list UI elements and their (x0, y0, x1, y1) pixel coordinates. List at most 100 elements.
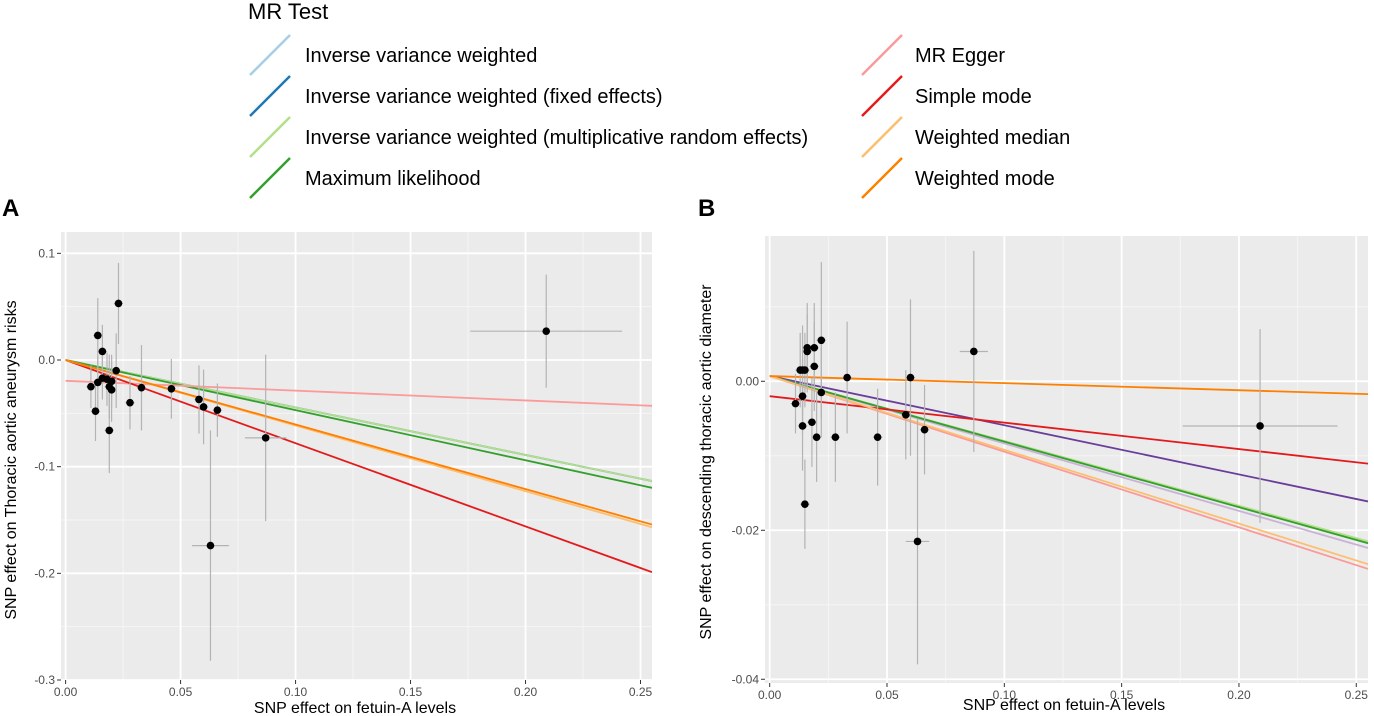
panel-b-point-15 (817, 388, 826, 397)
panel-b-xtick-label: 0.00 (758, 688, 782, 702)
panel-b-point-11 (810, 362, 819, 371)
legend-items: Inverse variance weighted Inverse varianc… (249, 34, 1070, 199)
panel-a-point-15 (137, 383, 146, 392)
panel-a-point-2 (91, 407, 100, 416)
legend-label-4: Maximum likelihood (305, 168, 481, 190)
panel-a-ytick-label: -0.1 (34, 460, 55, 474)
panel-a-xlabel: SNP effect on fetuin-A levels (254, 700, 456, 716)
panel-b-point-1 (791, 399, 800, 408)
panel-a-fit-line-4 (65, 359, 652, 489)
panel-a-point-16 (167, 385, 176, 393)
panel-a-points (86, 262, 623, 661)
panel-a-xtick-label: 0.00 (54, 685, 78, 699)
legend-key-8 (861, 157, 903, 199)
panel-a-point-5 (98, 347, 107, 356)
legend-label-8: Weighted mode (915, 168, 1055, 190)
panel-a-fit-line-6 (65, 359, 652, 574)
panel-b-point-7 (801, 500, 809, 509)
panel-a-point-14 (126, 398, 134, 407)
panel-b-xtick-label: 0.05 (875, 688, 899, 702)
panel-b-ylabel: SNP effect on descending thoracic aortic… (698, 284, 715, 640)
panel-b-point-24 (1256, 422, 1264, 430)
panel-b-fit-line-4 (769, 375, 1368, 545)
panel-b-fit-line-8 (769, 375, 1368, 396)
panel-a-fit-lines (65, 359, 652, 574)
panel-a-ytick-label: -0.3 (34, 673, 55, 687)
panel-b-point-16 (831, 433, 840, 441)
panel-b-fit-line-2 (769, 375, 1368, 503)
panel-b-point-5 (798, 422, 807, 430)
legend-title: MR Test (248, 0, 328, 24)
legend-label-6: Simple mode (915, 86, 1032, 108)
panel-a-point-19 (206, 541, 215, 550)
panel-b-point-22 (920, 425, 929, 434)
panel-a-fit-line-3 (65, 359, 652, 482)
legend-key-4 (249, 157, 291, 199)
panel-b-xtick-label: 0.20 (1227, 688, 1251, 702)
panel-b-point-23 (970, 347, 978, 356)
legend-key-1 (249, 34, 291, 76)
panel-a-fit-line-5 (65, 379, 652, 407)
panel-b-point-19 (901, 411, 910, 419)
panel-b-point-10 (808, 418, 816, 427)
panel-a-grid (61, 232, 652, 681)
panel-a-ytick-label: 0.0 (38, 353, 55, 367)
panel-a-xtick-label: 0.10 (284, 685, 308, 699)
panel-a-point-9 (105, 426, 114, 435)
panel-a-background (61, 232, 652, 680)
panel-a-xtick-label: 0.15 (399, 685, 423, 699)
legend-key-7 (861, 116, 903, 158)
panel-b-fit-lines (769, 375, 1368, 570)
panel-a-point-21 (261, 434, 270, 442)
legend-key-2 (249, 75, 291, 117)
panel-a-ytick-label: 0.1 (38, 246, 55, 260)
panel-b-point-21 (913, 537, 922, 546)
panel-b-points (790, 250, 1338, 665)
panel-a-fit-line-8 (65, 359, 652, 526)
panel-label-a: A (2, 195, 19, 222)
panel-a-point-1 (87, 382, 95, 391)
panel-b-point-18 (873, 433, 882, 441)
panel-b-point-4 (798, 392, 807, 400)
panel-a-point-11 (107, 386, 116, 394)
panel-a-point-20 (213, 406, 222, 414)
panel-a-point-22 (542, 327, 551, 336)
panel-b-point-12 (810, 343, 819, 352)
panel-b-ticks: 0.00 0.05 0.10 0.15 0.20 0.25 -0.04 -0.02 0.00 (732, 374, 1369, 702)
panel-b-xtick-label: 0.15 (1110, 688, 1134, 702)
panel-a-ticks: 0.00 0.05 0.10 0.15 0.20 0.25 -0.3 -0.2 -0.1 0.0 0… (34, 246, 652, 699)
panel-a-point-10 (107, 377, 116, 386)
panel-b-xlabel: SNP effect on fetuin-A levels (963, 697, 1165, 714)
panel-a-point-17 (195, 395, 203, 404)
legend-label-1: Inverse variance weighted (305, 45, 537, 67)
panel-b-point-17 (843, 373, 851, 382)
legend-label-2: Inverse variance weighted (fixed effects… (305, 86, 663, 108)
panel-b-xtick-label: 0.10 (993, 688, 1017, 702)
panel-b-ytick-label: -0.04 (732, 672, 760, 686)
panel-b-point-13 (812, 433, 821, 441)
panel-b-point-14 (817, 336, 826, 345)
panel-b-point-6 (801, 366, 809, 374)
panel-a-point-13 (114, 299, 123, 308)
legend-label-5: MR Egger (915, 45, 1005, 67)
panel-b-ytick-label: -0.02 (732, 523, 760, 537)
panel-a-xtick-label: 0.05 (169, 685, 193, 699)
legend-key-6 (861, 75, 903, 117)
panel-a-point-18 (199, 403, 208, 411)
panel-b-point-9 (803, 347, 812, 356)
legend-key-3 (249, 116, 291, 158)
legend: MR Test Inverse variance weightedInverse… (248, 0, 1070, 199)
panel-b-fit-line-7 (769, 375, 1368, 565)
panel-b-plot: 0.00 0.05 0.10 0.15 0.20 0.25 -0.04 -0.02 0.00 S… (698, 236, 1368, 714)
panel-a-point-3 (93, 331, 102, 340)
panel-a-ylabel: SNP effect on Thoracic aortic aneurysm r… (3, 300, 20, 619)
legend-key-5 (861, 34, 903, 76)
panel-a-xtick-label: 0.20 (514, 685, 538, 699)
panel-a-ytick-label: -0.2 (34, 566, 55, 580)
panel-a-plot: 0.00 0.05 0.10 0.15 0.20 0.25 -0.3 -0.2 -0.1 0.0 0… (3, 232, 653, 716)
legend-label-7: Weighted median (915, 127, 1070, 149)
panel-b-point-20 (906, 373, 915, 382)
legend-label-3: Inverse variance weighted (multiplicativ… (305, 127, 808, 149)
panel-label-b: B (698, 195, 715, 222)
